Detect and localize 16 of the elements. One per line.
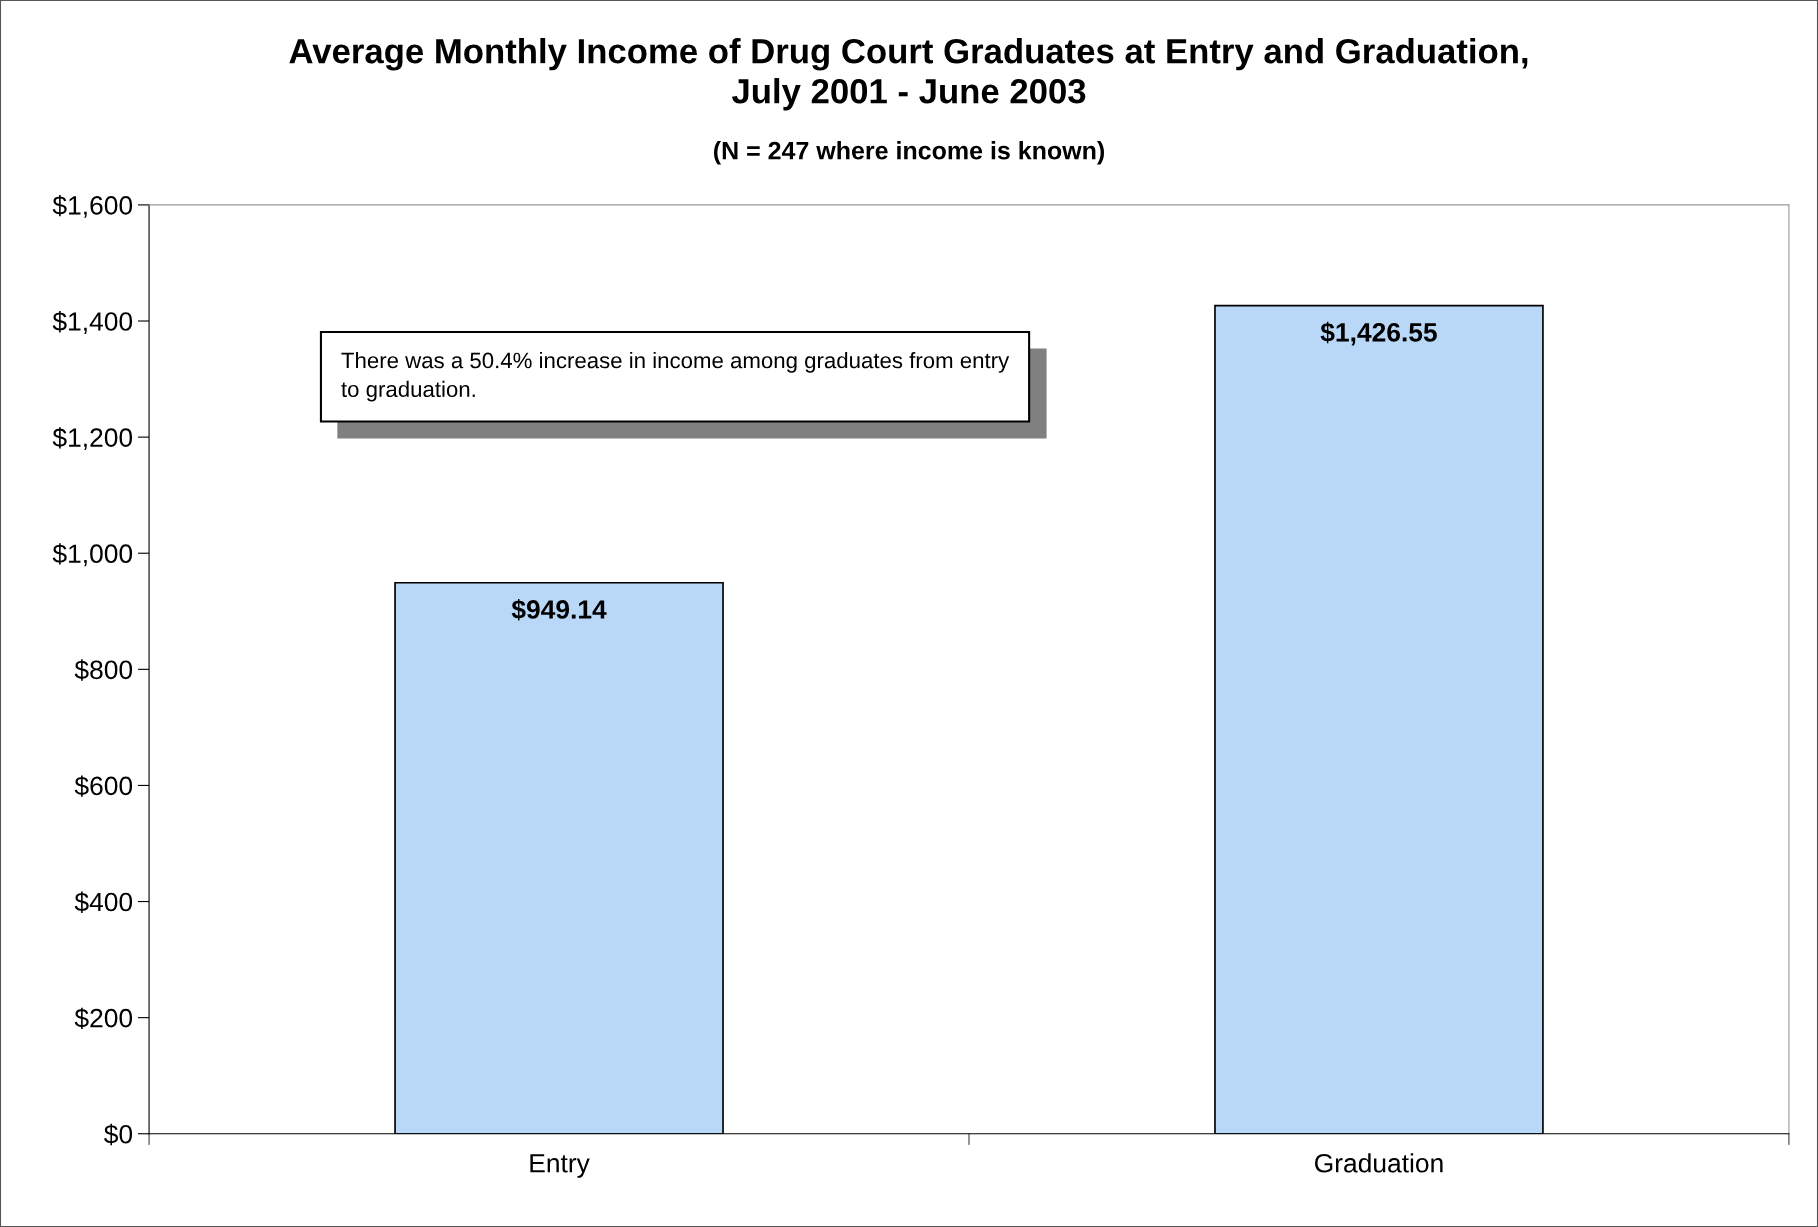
y-tick-label: $1,200 [52, 427, 133, 451]
data-label: $1,426.55 [1320, 321, 1437, 346]
chart-title: Average Monthly Income of Drug Court Graduates at Entry and Graduation, July 2001 - June 2003 [289, 37, 1528, 111]
x-tick-label: Graduation [1315, 1153, 1443, 1173]
data-label: $949.14 [511, 598, 607, 621]
y-tick-label: $200 [74, 1007, 133, 1030]
y-tick-label: $1,600 [52, 194, 133, 218]
y-tick-label: $800 [74, 659, 133, 681]
y-tick-label: $1,000 [52, 543, 133, 567]
chart-subtitle: (N = 247 where income is known) [714, 141, 1105, 165]
y-tick-label: $400 [74, 891, 133, 913]
y-tick-label: $600 [74, 775, 133, 797]
x-tick-label: Entry [530, 1154, 590, 1178]
y-tick-label: $0 [104, 1123, 133, 1146]
annotation: There was a 50.4% increase in income among graduates from entry to graduation. [341, 352, 1010, 402]
y-tick-label: $1,400 [52, 311, 133, 334]
